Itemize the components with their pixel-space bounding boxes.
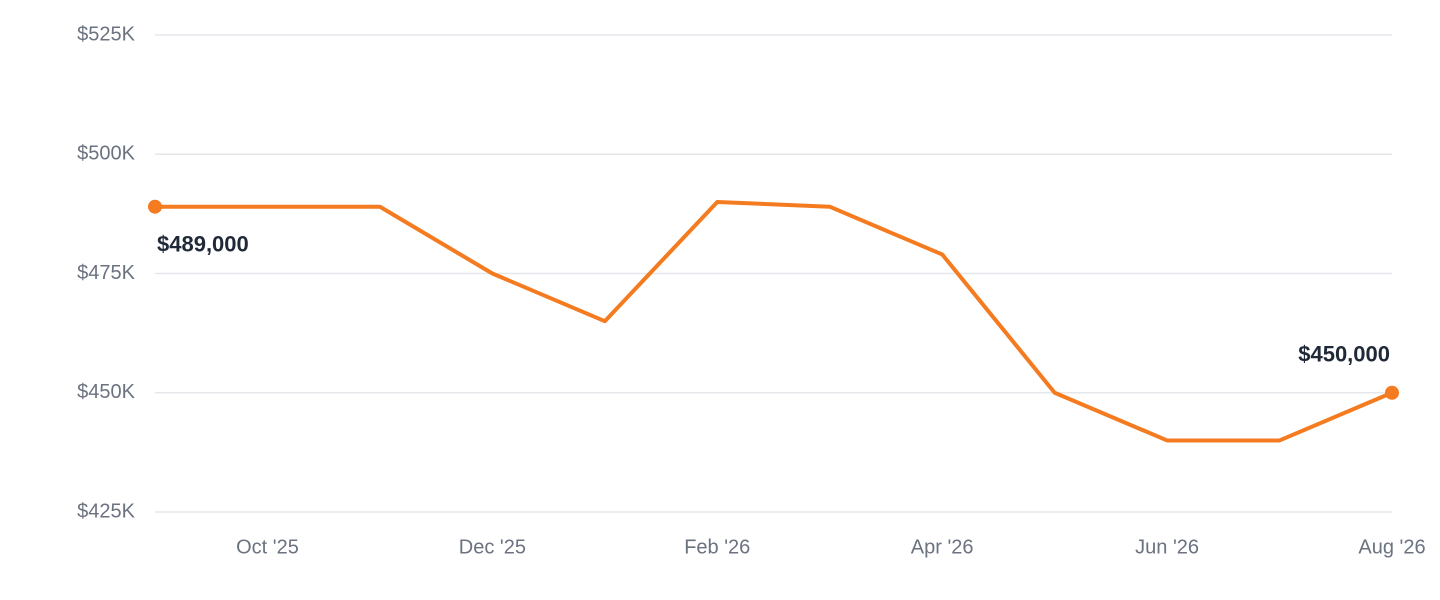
line [155, 199, 1393, 443]
y-tick-label: $525K [77, 23, 135, 45]
x-tick-label: Aug '26 [1358, 536, 1425, 558]
end-point [1385, 385, 1399, 400]
y-tick-label: $425K [77, 500, 135, 522]
x-tick-label: Apr '26 [911, 536, 974, 558]
value-label: $450,000 [1298, 342, 1390, 367]
y-tick-label: $450K [77, 381, 135, 403]
value-label: $489,000 [157, 232, 249, 257]
y-tick-label: $475K [77, 262, 135, 284]
end-point [148, 199, 162, 214]
x-tick-label: Feb '26 [684, 536, 750, 558]
x-tick-label: Oct '25 [236, 536, 299, 558]
y-tick-label: $500K [77, 143, 135, 165]
x-tick-label: Jun '26 [1135, 536, 1199, 558]
x-tick-label: Dec '25 [459, 536, 526, 558]
